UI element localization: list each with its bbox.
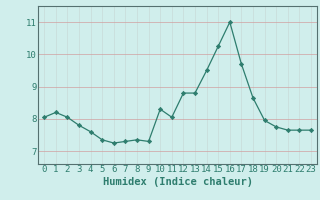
X-axis label: Humidex (Indice chaleur): Humidex (Indice chaleur) <box>103 177 252 187</box>
